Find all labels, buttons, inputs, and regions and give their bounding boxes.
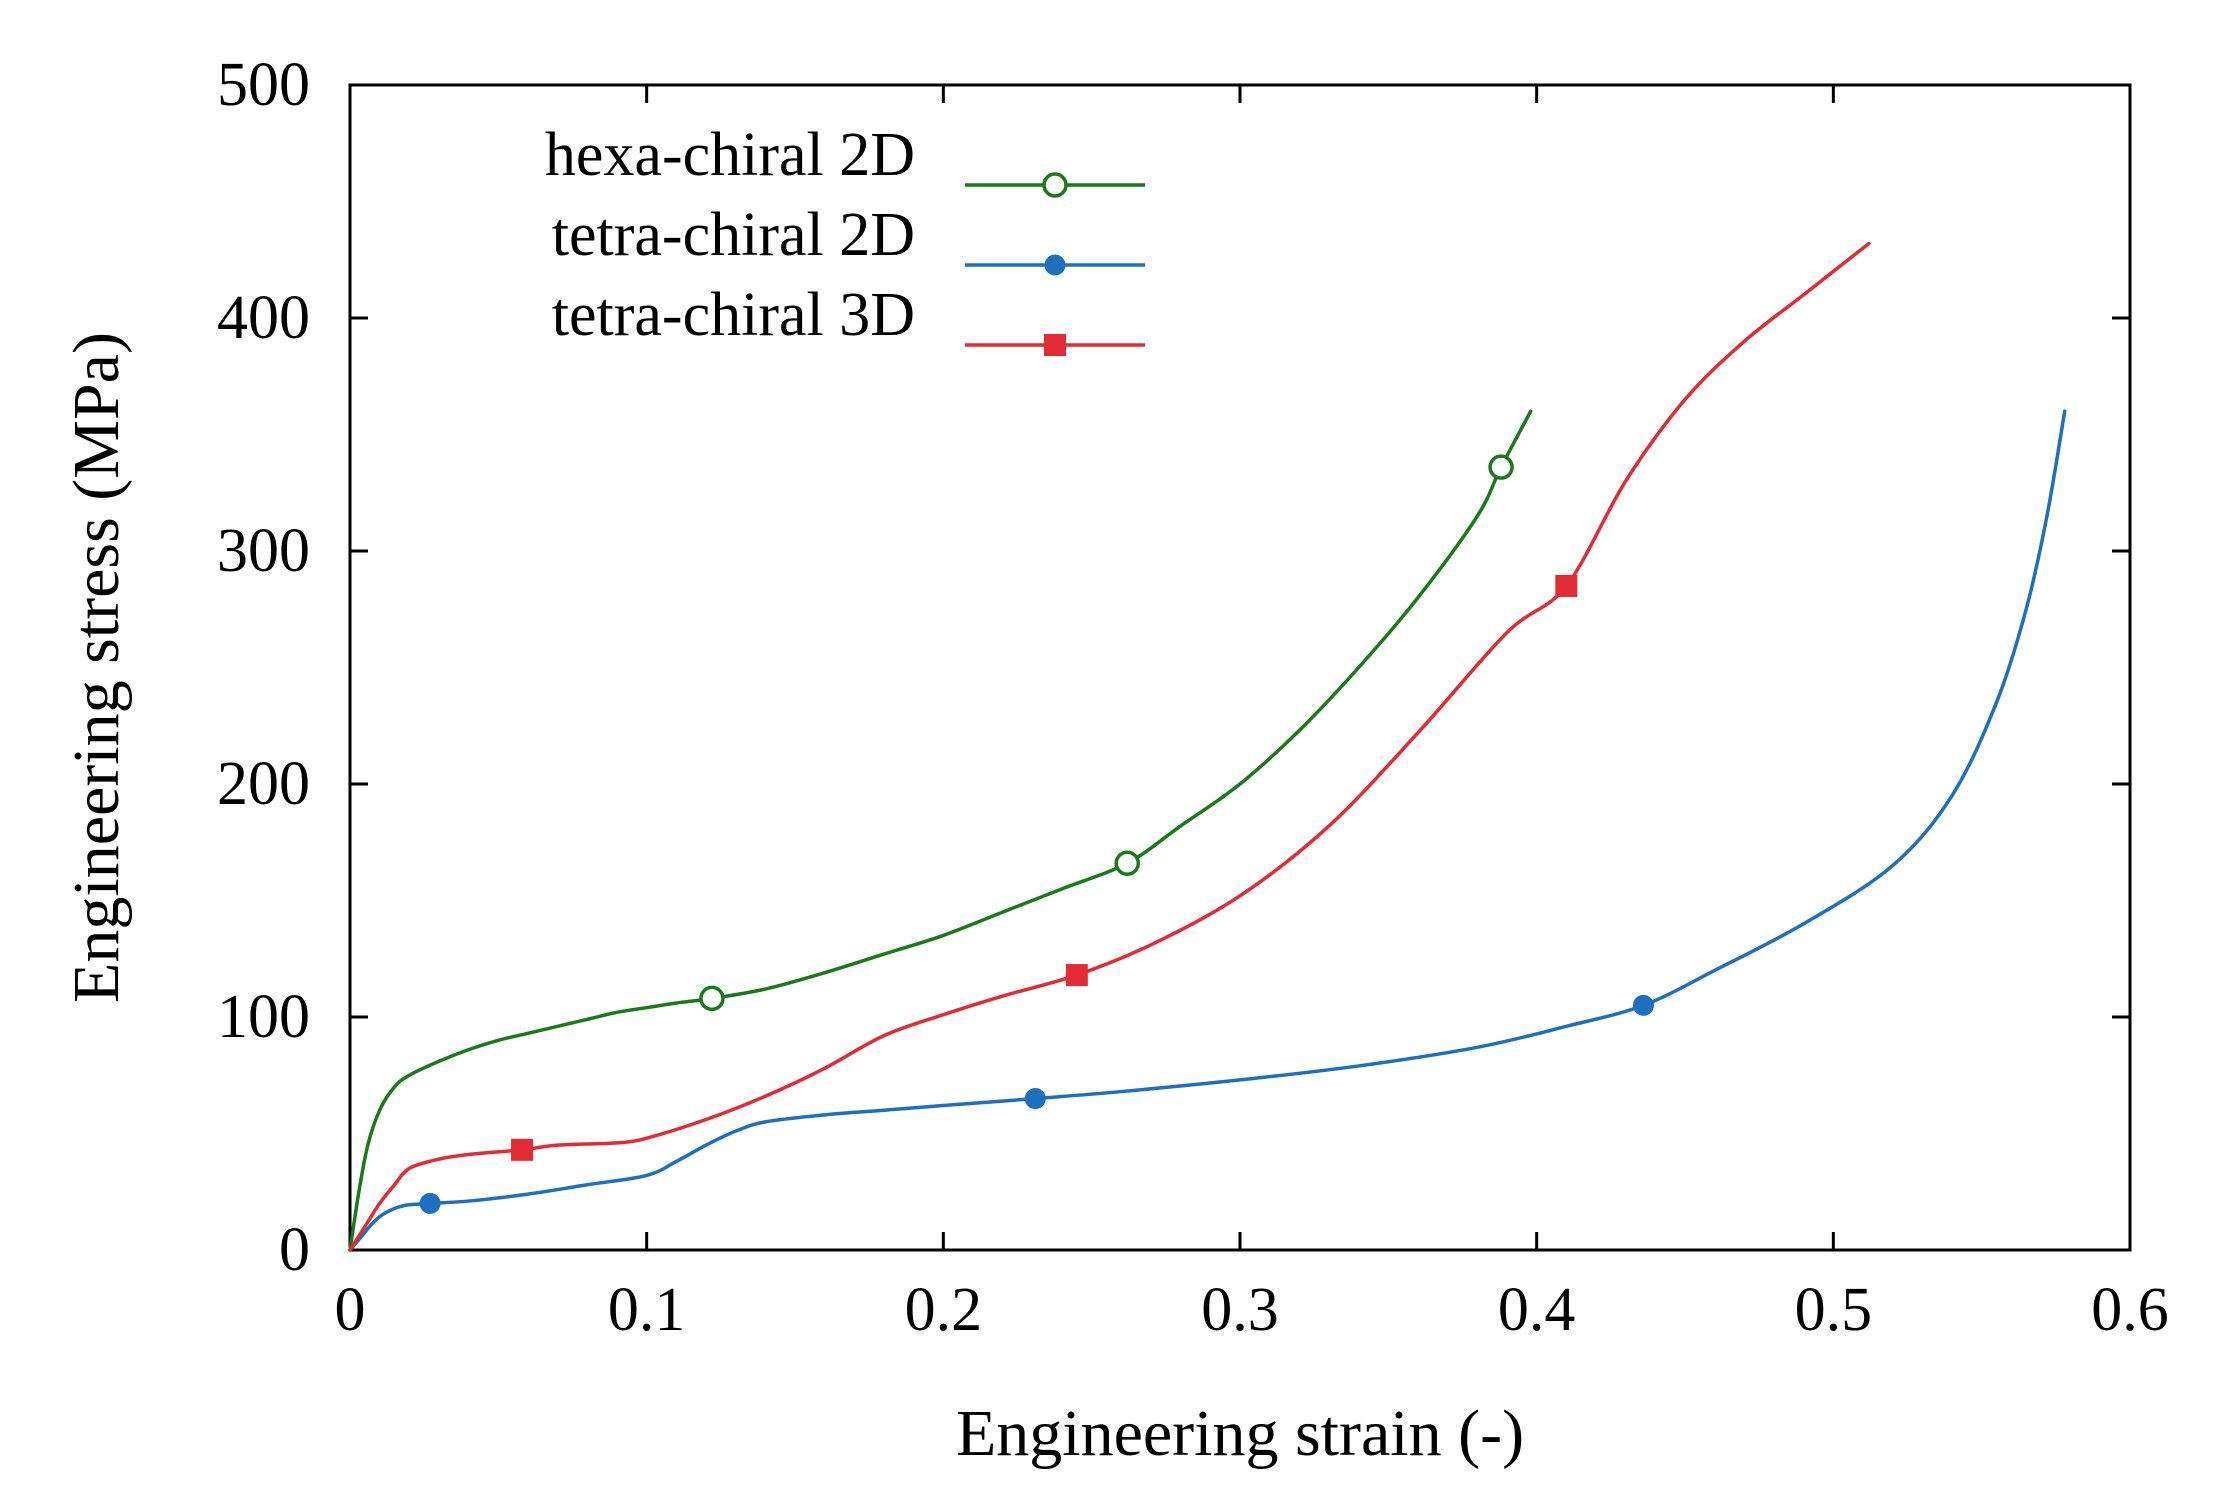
series-line-hexa-chiral-2d — [348, 409, 1533, 1252]
y-tick-label: 400 — [217, 284, 310, 352]
series-line-tetra-chiral-3d — [348, 241, 1871, 1252]
legend-label: hexa-chiral 2D — [545, 121, 915, 189]
legend-marker — [1044, 254, 1066, 276]
legend-marker-open-circle-icon — [1042, 172, 1068, 198]
legend-item-hexa-chiral-2d: hexa-chiral 2D — [545, 121, 1145, 198]
data-point-tetra-chiral-2d — [1024, 1088, 1046, 1110]
legend-label: tetra-chiral 3D — [552, 281, 915, 349]
x-tick-label: 0.5 — [1795, 1276, 1873, 1344]
y-axis-title: Engineering stress (MPa) — [60, 332, 133, 1003]
x-tick-label: 0.2 — [905, 1276, 983, 1344]
x-tick-label: 0 — [335, 1276, 366, 1344]
data-point-hexa-chiral-2d — [699, 985, 725, 1012]
y-tick-label: 300 — [217, 517, 310, 585]
series-markers — [419, 454, 1654, 1214]
series-lines — [348, 241, 2067, 1252]
data-point-tetra-chiral-3d — [1555, 574, 1578, 597]
legend-item-tetra-chiral-2d: tetra-chiral 2D — [552, 201, 1145, 276]
plot-area: 0 0.1 0.2 0.3 0.4 0.5 0.6 0 100 200 300 400 500 — [217, 51, 2169, 1344]
data-point-tetra-chiral-2d — [1632, 994, 1654, 1016]
x-tick-label: 0.3 — [1201, 1276, 1279, 1344]
data-point-tetra-chiral-2d — [419, 1192, 441, 1214]
legend-marker — [1044, 334, 1066, 356]
data-point-tetra-chiral-3d — [511, 1138, 534, 1161]
y-tick-label: 0 — [279, 1216, 310, 1284]
x-tick-label: 0.1 — [608, 1276, 686, 1344]
x-tick-label: 0.6 — [2091, 1276, 2169, 1344]
data-point-tetra-chiral-3d — [1065, 964, 1088, 987]
y-tick-label: 500 — [217, 51, 310, 119]
data-point-hexa-chiral-2d — [1488, 454, 1514, 480]
legend-marker-filled-circle-icon — [1044, 254, 1066, 276]
x-axis-title: Engineering strain (-) — [956, 1397, 1524, 1470]
legend-item-tetra-chiral-3d: tetra-chiral 3D — [552, 281, 1145, 356]
legend-marker-filled-square-icon — [1044, 334, 1066, 356]
legend-marker — [1042, 172, 1068, 198]
data-point-hexa-chiral-2d — [1114, 850, 1141, 876]
y-tick-label: 200 — [217, 750, 310, 818]
y-axis-ticks: 0 100 200 300 400 500 — [217, 51, 2130, 1284]
legend: hexa-chiral 2D tetra-chiral 2D tetra-chi… — [545, 121, 1145, 356]
legend-label: tetra-chiral 2D — [552, 201, 915, 269]
y-tick-label: 100 — [217, 983, 310, 1051]
series-line-tetra-chiral-2d — [348, 409, 2067, 1252]
x-axis-ticks: 0 0.1 0.2 0.3 0.4 0.5 0.6 — [335, 85, 2169, 1344]
x-tick-label: 0.4 — [1498, 1276, 1576, 1344]
